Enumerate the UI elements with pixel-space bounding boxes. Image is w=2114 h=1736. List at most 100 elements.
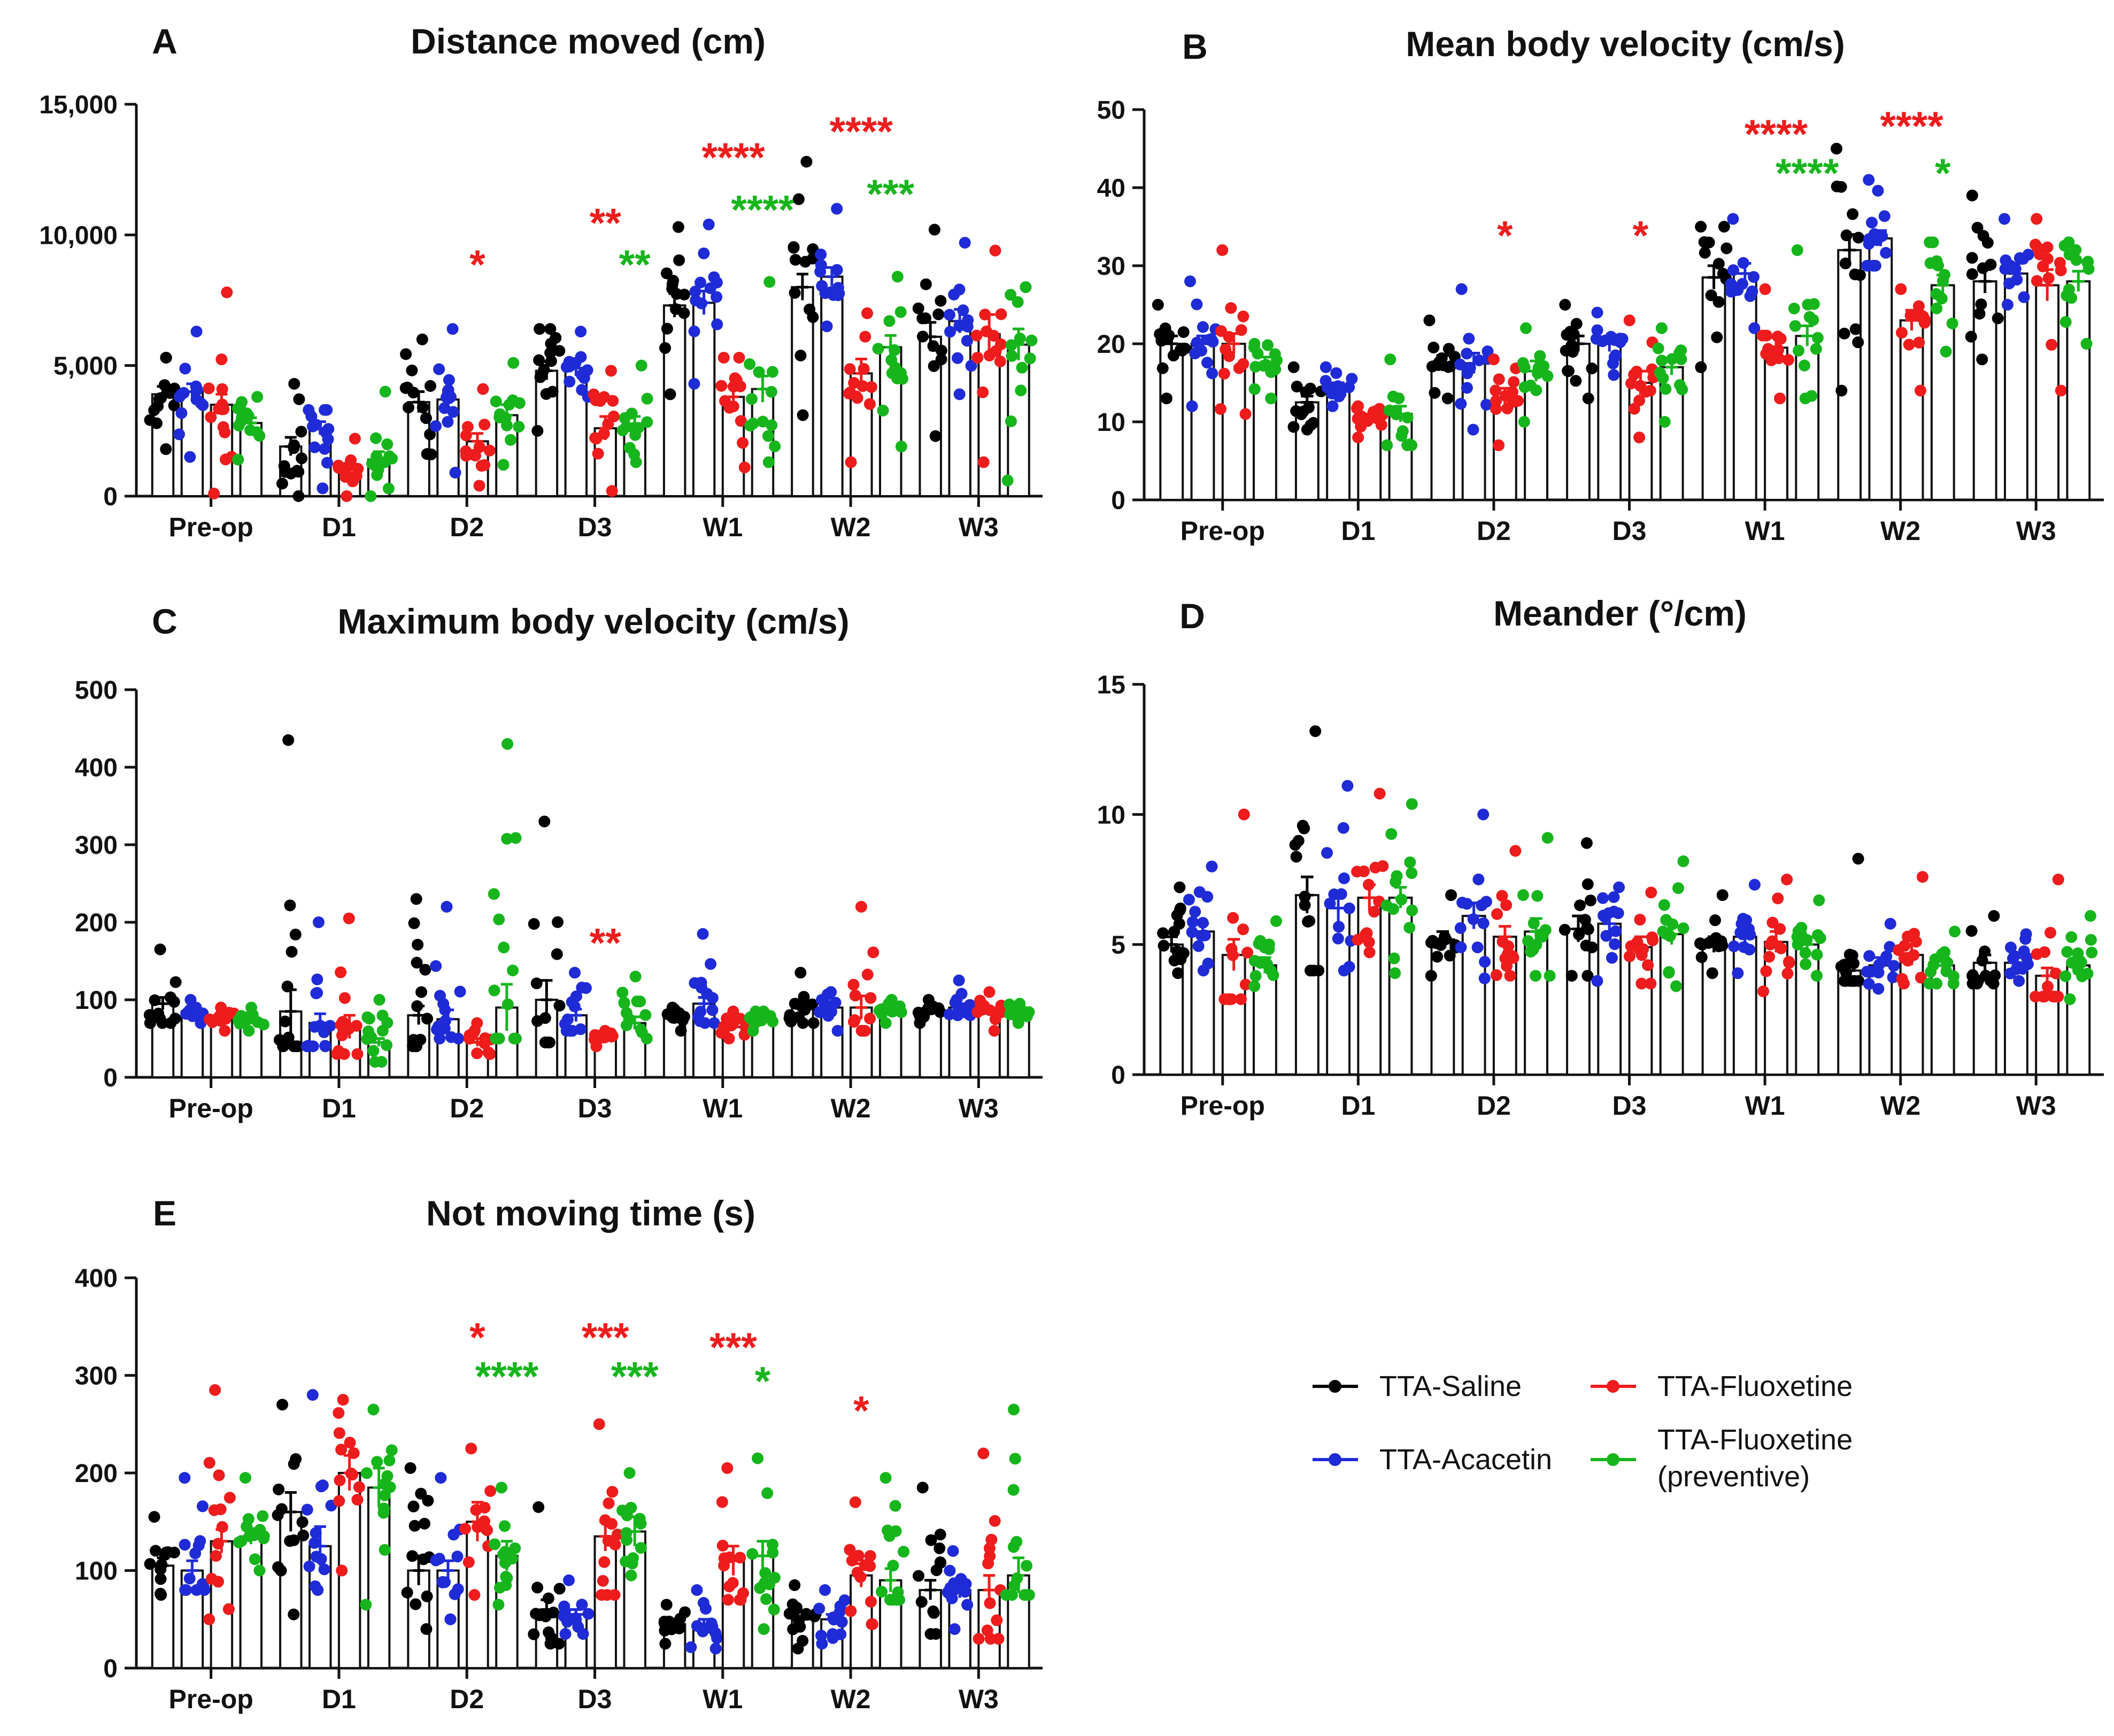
- data-point: [1389, 967, 1401, 979]
- data-point: [1431, 951, 1444, 963]
- data-point: [311, 973, 323, 985]
- data-point: [715, 380, 728, 392]
- data-point: [636, 1026, 648, 1038]
- data-point: [1363, 946, 1376, 959]
- data-point: [1703, 236, 1715, 249]
- data-point: [276, 1399, 289, 1411]
- series-tta-saline: [144, 156, 947, 502]
- bar: [1357, 897, 1382, 1076]
- x-tick-label: D3: [578, 1684, 612, 1714]
- data-point: [1760, 965, 1772, 977]
- data-point: [232, 402, 244, 414]
- data-point: [708, 1017, 720, 1029]
- data-point: [744, 358, 756, 370]
- data-point: [589, 432, 601, 444]
- x-tick-label: Pre-op: [1181, 516, 1265, 546]
- data-point: [912, 1570, 924, 1582]
- data-point: [1455, 283, 1468, 295]
- data-point: [1798, 359, 1810, 372]
- data-point: [1706, 967, 1718, 979]
- data-point: [769, 440, 781, 452]
- data-point: [1019, 1589, 1031, 1601]
- data-point: [483, 444, 496, 457]
- data-point: [337, 1394, 349, 1406]
- data-point: [1404, 856, 1416, 868]
- data-point: [831, 1025, 844, 1037]
- bar: [1732, 272, 1757, 501]
- significance-marker: ***: [582, 1315, 629, 1361]
- data-point: [625, 1569, 637, 1581]
- data-point: [797, 1634, 809, 1647]
- data-point: [408, 1519, 421, 1532]
- data-point: [982, 1557, 994, 1570]
- data-point: [1517, 889, 1529, 901]
- data-point: [2042, 272, 2055, 284]
- data-point: [806, 998, 819, 1010]
- data-point: [1321, 847, 1333, 859]
- data-point: [291, 1040, 304, 1052]
- data-point: [208, 1504, 220, 1516]
- data-point: [1309, 725, 1322, 737]
- data-point: [983, 986, 996, 998]
- data-point: [605, 365, 617, 377]
- data-point: [1914, 384, 1926, 397]
- data-point: [566, 996, 578, 1008]
- data-point: [735, 415, 747, 427]
- data-point: [787, 1623, 799, 1635]
- data-point: [1559, 924, 1571, 936]
- data-point: [599, 1514, 611, 1526]
- data-point: [606, 1486, 619, 1498]
- data-point: [190, 1584, 203, 1596]
- data-point: [479, 1037, 491, 1050]
- data-point: [1490, 403, 1502, 415]
- data-point: [1623, 950, 1635, 962]
- data-point: [531, 425, 544, 437]
- x-tick-label: D3: [1612, 516, 1647, 546]
- data-point: [758, 1623, 770, 1635]
- data-point: [698, 247, 710, 259]
- data-point: [1206, 860, 1218, 873]
- data-point: [530, 977, 543, 990]
- data-point: [293, 393, 305, 405]
- data-point: [1596, 892, 1609, 904]
- data-point: [528, 918, 540, 930]
- significance-marker: ****: [1745, 112, 1808, 157]
- data-point: [1218, 367, 1230, 380]
- data-point: [896, 373, 908, 385]
- series-tta-fluoxetine-preventive: [233, 1403, 1035, 1669]
- data-point: [1609, 349, 1622, 361]
- data-point: [284, 1535, 296, 1547]
- data-point: [533, 354, 545, 366]
- data-point: [1913, 336, 1925, 349]
- data-point: [1160, 392, 1172, 405]
- data-point: [1406, 867, 1418, 879]
- data-point: [1467, 423, 1479, 436]
- significance-marker: *: [1633, 213, 1649, 259]
- data-point: [275, 1503, 288, 1515]
- data-point: [965, 360, 977, 372]
- data-point: [961, 335, 973, 347]
- data-point: [479, 1501, 491, 1514]
- y-tick-label: 10,000: [39, 221, 118, 250]
- data-point: [876, 1008, 888, 1020]
- data-point: [815, 248, 827, 260]
- data-point: [1403, 438, 1416, 451]
- data-point: [309, 1580, 321, 1592]
- bar: [1868, 237, 1893, 501]
- data-point: [302, 1039, 314, 1052]
- data-point: [635, 1542, 647, 1554]
- series-tta-fluoxetine: [1218, 788, 2064, 1076]
- data-point: [1863, 950, 1876, 962]
- data-point: [1600, 930, 1612, 942]
- significance-marker: *: [755, 1359, 771, 1405]
- data-point: [215, 353, 228, 366]
- data-point: [179, 1472, 191, 1484]
- data-point: [977, 456, 990, 468]
- y-tick-label: 10: [1097, 408, 1125, 437]
- data-point: [1332, 932, 1344, 945]
- bar: [1566, 928, 1591, 1076]
- data-point: [920, 278, 932, 290]
- data-point: [1257, 360, 1270, 372]
- data-point: [279, 1015, 291, 1028]
- data-point: [1903, 338, 1915, 351]
